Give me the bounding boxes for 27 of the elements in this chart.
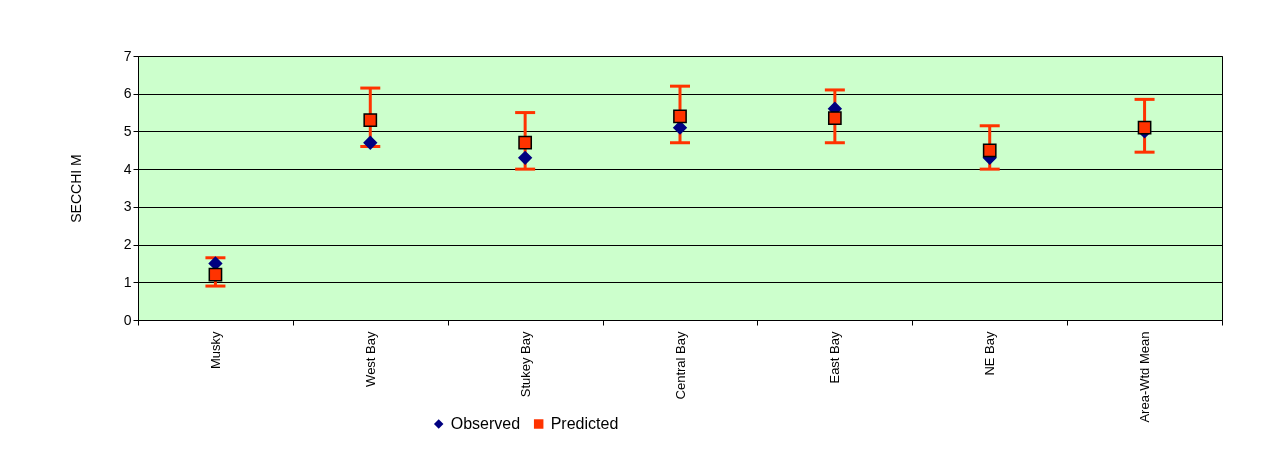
y-tick-label: 4 <box>123 160 132 177</box>
x-tick-label: Central Bay <box>672 331 688 400</box>
point <box>673 109 687 124</box>
y-tick-label: 2 <box>123 236 132 253</box>
legend-label: Observed <box>450 415 521 432</box>
x-tick-label: NE Bay <box>982 331 998 376</box>
point <box>827 111 842 126</box>
y-axis-title: SECCHI M <box>67 154 84 223</box>
y-tick-label: 6 <box>123 85 132 102</box>
point <box>363 135 378 150</box>
y-tick-label: 1 <box>123 273 132 290</box>
point <box>363 113 378 127</box>
y-tick-label: 0 <box>123 311 132 328</box>
point <box>518 150 533 165</box>
point <box>982 143 997 158</box>
x-tick-label: Area-Wtd Mean <box>1137 331 1153 423</box>
legend-label: Predicted <box>550 415 619 432</box>
x-tick-label: Musky <box>207 331 223 370</box>
point <box>1137 120 1152 135</box>
y-tick-label: 3 <box>123 198 132 215</box>
x-tick-label: Stukey Bay <box>517 331 533 398</box>
y-tick-label: 5 <box>123 122 132 139</box>
point <box>208 267 223 282</box>
y-tick-label: 7 <box>123 47 132 64</box>
point <box>518 135 533 150</box>
x-tick-label: West Bay <box>362 331 378 387</box>
x-tick-label: East Bay <box>827 331 843 384</box>
